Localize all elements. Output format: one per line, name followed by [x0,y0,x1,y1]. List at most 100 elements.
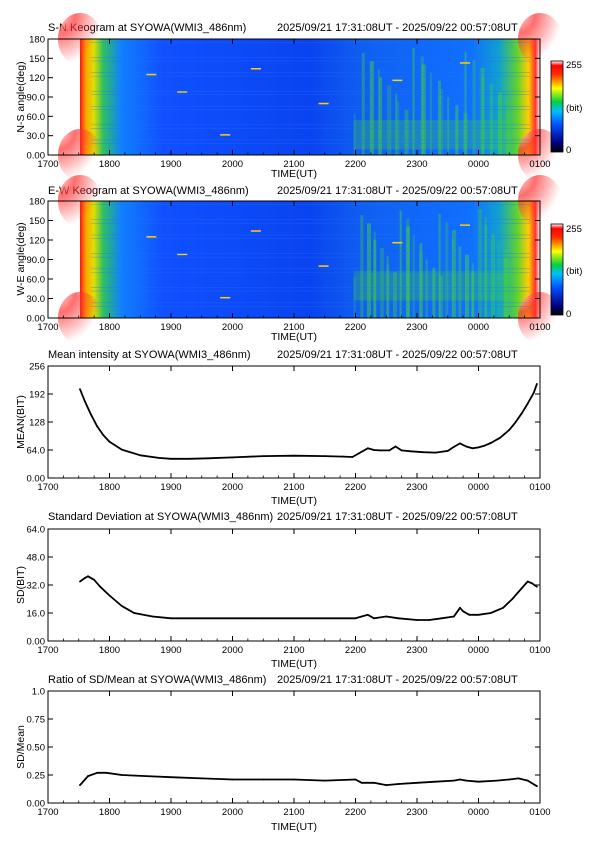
y-tick-label: 90.0 [27,93,46,104]
data-point [231,456,234,459]
data-point [520,412,523,415]
ew-keogram-colorbar [550,223,564,316]
y-tick-label: 30.0 [27,131,46,142]
sn-keogram-panel: S-N Keogram at SYOWA(WMI3_486nm) 2025/09… [15,13,582,181]
data-point [84,400,86,403]
ew-keogram-aurora-streaks [57,175,562,344]
data-point [388,449,391,452]
aurora-streak [369,61,374,155]
x-tick-label: 1900 [160,807,181,818]
x-tick-label: 1900 [160,645,181,656]
data-point [79,784,81,786]
x-tick-label: 1900 [160,322,181,333]
data-point [79,388,81,391]
aurora-streak [395,93,398,155]
ew-keogram-panel: E-W Keogram at SYOWA(WMI3_486nm) 2025/09… [15,175,582,344]
data-point [511,598,514,600]
aurora-streak [399,210,402,318]
x-tick-label: 2300 [406,482,427,493]
data-point [434,780,437,783]
aurora-streak [353,277,356,318]
data-point [477,446,480,449]
aurora-streak [379,247,384,318]
sd-title: Standard Deviation at SYOWA(WMI3_486nm) [48,511,273,523]
data-point [102,434,105,437]
data-point [293,778,295,781]
ew-keogram-image [80,201,540,318]
x-tick-label: 2100 [283,322,304,333]
data-point [520,587,523,590]
data-point [477,780,480,783]
x-tick-label: 0100 [529,322,550,333]
data-point [446,449,449,452]
y-tick-label: 180 [29,35,45,46]
data-point [536,383,538,385]
y-tick-label: 256 [29,362,45,373]
x-tick-label: 0100 [529,645,550,656]
data-point [394,445,397,448]
y-tick-label: 128 [29,418,45,429]
ew-keogram-xlabel: TIME(UT) [271,331,317,343]
x-tick-label: 0000 [468,645,489,656]
data-point [499,436,501,439]
data-point [526,580,529,583]
y-tick-label: 0.00 [27,151,46,162]
sn-keogram-ylabel: N-S angle(deg) [15,61,27,132]
meteor-streak [318,102,329,105]
data-point [120,448,123,451]
aurora-streak [438,275,443,318]
data-point [465,779,468,782]
aurora-streak [429,72,432,155]
x-tick-label: 2200 [345,322,366,333]
aurora-streak [510,266,513,318]
data-point [79,580,81,583]
ratio-xlabel: TIME(UT) [271,821,317,833]
y-tick-label: 90.0 [27,255,46,266]
aurora-streak [420,56,424,155]
x-tick-label: 1800 [99,322,120,333]
aurora-streak [437,80,441,155]
x-tick-label: 0100 [529,159,550,170]
sn-keogram-xlabel: TIME(UT) [271,168,317,180]
x-tick-label: 0100 [529,482,550,493]
mean-x-axis: 1700 1800 1900 2000 2100 2200 2300 0000 0100 [37,366,551,493]
data-point [342,455,345,458]
data-point [188,457,191,460]
ew-keogram-ylabel: W-E angle(deg) [15,222,27,295]
data-point [354,778,357,781]
aurora-band [353,271,513,301]
x-tick-label: 2200 [345,482,366,493]
meteor-streak [250,68,261,70]
y-tick-label: 0.00 [27,474,46,485]
x-tick-label: 0000 [468,807,489,818]
data-point [99,585,102,588]
x-tick-label: 2100 [283,807,304,818]
y-tick-label: 180 [29,197,45,208]
x-tick-label: 1700 [37,645,58,656]
y-tick-label: 120 [29,236,45,247]
mean-xlabel: TIME(UT) [271,495,317,507]
ratio-x-axis: 1700 1800 1900 2000 2100 2200 2300 0000 0100 [37,691,551,818]
aurora-streak [497,241,500,318]
aurora-streak [447,97,450,155]
mean-intensity-panel: Mean intensity at SYOWA(WMI3_486nm) 2025… [15,349,551,507]
mean-y-axis: 0.00 64.0 128 192 256 [27,362,540,485]
y-tick-label: 64.0 [27,525,46,536]
data-point [385,615,388,618]
data-point [360,615,363,618]
mean-plot-frame [47,365,541,479]
x-tick-label: 1800 [99,482,120,493]
ew-keogram-time-range: 2025/09/21 17:31:08UT - 2025/09/22 00:57… [277,185,518,197]
sn-colorbar-min-label: 0 [566,145,571,156]
aurora-streak [366,223,371,318]
series-line [79,771,538,787]
data-point [157,456,160,459]
sd-series [79,575,538,621]
meteor-streak [177,253,188,256]
data-point [139,454,142,457]
ratio-title: Ratio of SD/Mean at SYOWA(WMI3_486nm) [48,674,266,686]
data-point [526,402,529,405]
data-point [293,617,295,620]
aurora-streak [418,251,423,318]
data-point [459,442,461,445]
